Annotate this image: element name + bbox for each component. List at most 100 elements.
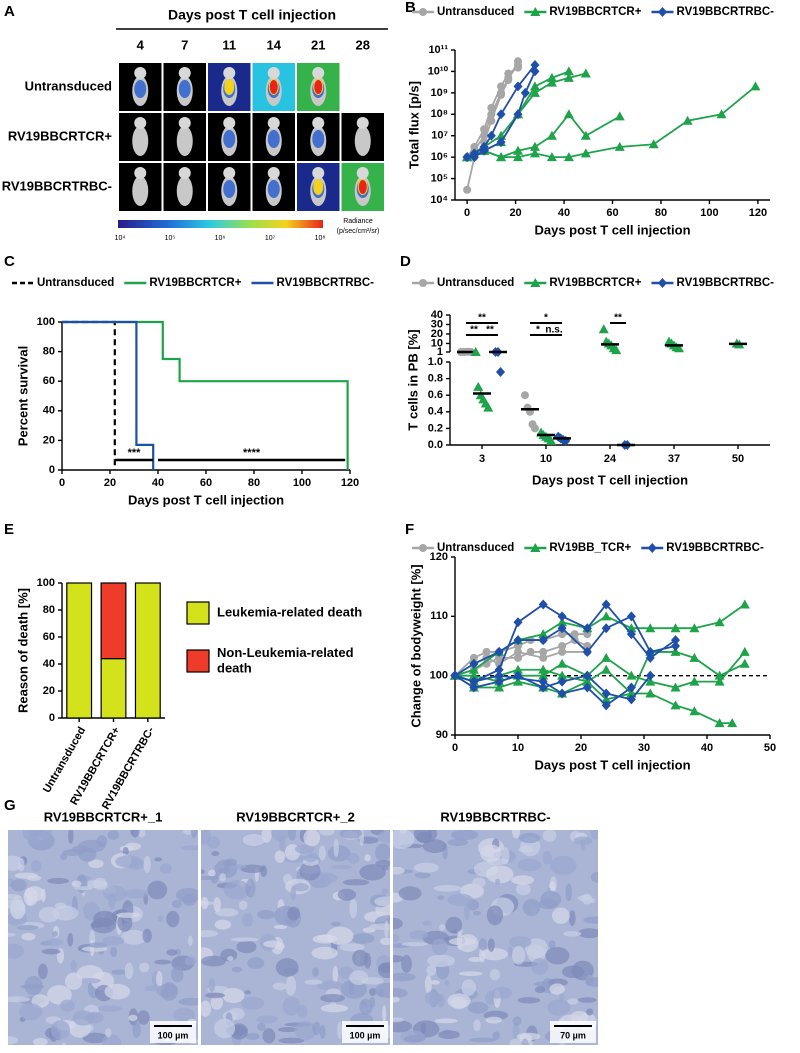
x-tick-label: 20 <box>509 207 521 219</box>
texture <box>208 978 216 993</box>
y-tick-label: 20 <box>43 434 55 446</box>
data-point <box>487 116 496 125</box>
texture <box>409 929 428 940</box>
y-tick-label: 0.2 <box>428 422 443 434</box>
texture <box>327 845 351 862</box>
texture <box>501 847 510 865</box>
data-point <box>689 676 700 686</box>
texture <box>427 830 432 839</box>
texture <box>422 920 432 926</box>
texture <box>342 879 370 886</box>
texture <box>585 977 598 987</box>
texture <box>222 987 245 1004</box>
texture <box>60 853 68 861</box>
y-tick-label: 10¹¹ <box>428 44 448 56</box>
significance-label: **** <box>243 447 261 459</box>
row-label: RV19BBCRTCR+ <box>8 128 113 143</box>
texture <box>377 830 390 843</box>
x-tick-label: 20 <box>575 742 587 754</box>
texture <box>542 830 557 842</box>
x-tick-label: 100 <box>700 207 718 219</box>
y-tick-label: 0 <box>49 464 55 476</box>
texture <box>431 938 448 956</box>
significance-label: * <box>536 325 540 336</box>
texture <box>257 909 275 920</box>
texture <box>117 913 133 932</box>
panel-label: F <box>405 521 414 538</box>
texture <box>339 830 363 839</box>
data-point <box>479 145 489 156</box>
y-tick-label: 60 <box>43 375 55 387</box>
texture <box>170 966 184 983</box>
texture <box>393 934 400 943</box>
texture <box>468 957 483 963</box>
data-point <box>645 676 656 686</box>
texture <box>427 954 456 968</box>
texture <box>393 917 403 930</box>
texture <box>393 996 400 1003</box>
texture <box>156 971 163 987</box>
texture <box>393 1020 413 1033</box>
texture <box>393 830 415 849</box>
data-point <box>538 664 549 674</box>
texture <box>70 959 77 972</box>
texture <box>319 1024 326 1039</box>
texture <box>154 959 172 965</box>
texture <box>297 1004 308 1019</box>
texture <box>201 1000 212 1017</box>
mouse-head <box>134 167 147 179</box>
legend-label: RV19BBCRTCR+ <box>149 277 241 289</box>
data-point <box>626 682 636 693</box>
texture <box>529 906 537 916</box>
data-point <box>494 670 504 681</box>
y-axis-label: Percent survival <box>15 346 30 446</box>
colorbar-tick: 10⁶ <box>215 235 226 242</box>
texture <box>201 930 218 938</box>
texture <box>508 936 532 949</box>
series-line <box>62 320 116 470</box>
texture <box>424 975 432 994</box>
legend-label: Untransduced <box>437 6 514 18</box>
y-tick-label: 1.0 <box>428 356 443 368</box>
x-tick-label: 10 <box>540 453 552 465</box>
mouse-head <box>134 67 147 79</box>
texture <box>318 830 335 836</box>
texture <box>559 992 565 1002</box>
texture <box>116 912 141 918</box>
texture <box>398 886 422 901</box>
texture <box>393 1017 404 1023</box>
texture <box>547 999 571 1016</box>
texture <box>8 932 16 937</box>
texture <box>294 1020 317 1041</box>
texture <box>87 942 108 948</box>
data-point <box>546 152 557 162</box>
x-axis-label: Days post T cell injection <box>128 492 284 507</box>
data-point <box>513 676 523 686</box>
legend-swatch <box>186 649 210 673</box>
texture <box>8 1036 19 1045</box>
texture <box>303 830 321 847</box>
texture <box>316 934 336 943</box>
texture <box>142 928 152 943</box>
significance-label: ** <box>470 325 478 336</box>
y-tick-label: 10⁴ <box>430 194 448 206</box>
image-label: RV19BBCRTCR+_2 <box>236 809 355 824</box>
texture <box>346 852 360 864</box>
legend-marker <box>657 278 667 288</box>
significance-label: ** <box>614 313 622 324</box>
texture <box>242 834 266 846</box>
texture <box>166 949 178 956</box>
x-tick-label: 0 <box>59 477 65 489</box>
bar-segment <box>100 582 127 660</box>
data-point <box>469 658 479 669</box>
y-tick-label: 30 <box>431 318 443 330</box>
data-point <box>739 646 750 656</box>
texture <box>533 981 553 987</box>
data-point <box>614 111 625 121</box>
legend-label: RV19BBCRTRBC- <box>276 277 374 289</box>
data-point <box>513 81 523 92</box>
signal <box>269 80 278 94</box>
texture <box>201 869 205 874</box>
texture <box>16 924 39 931</box>
